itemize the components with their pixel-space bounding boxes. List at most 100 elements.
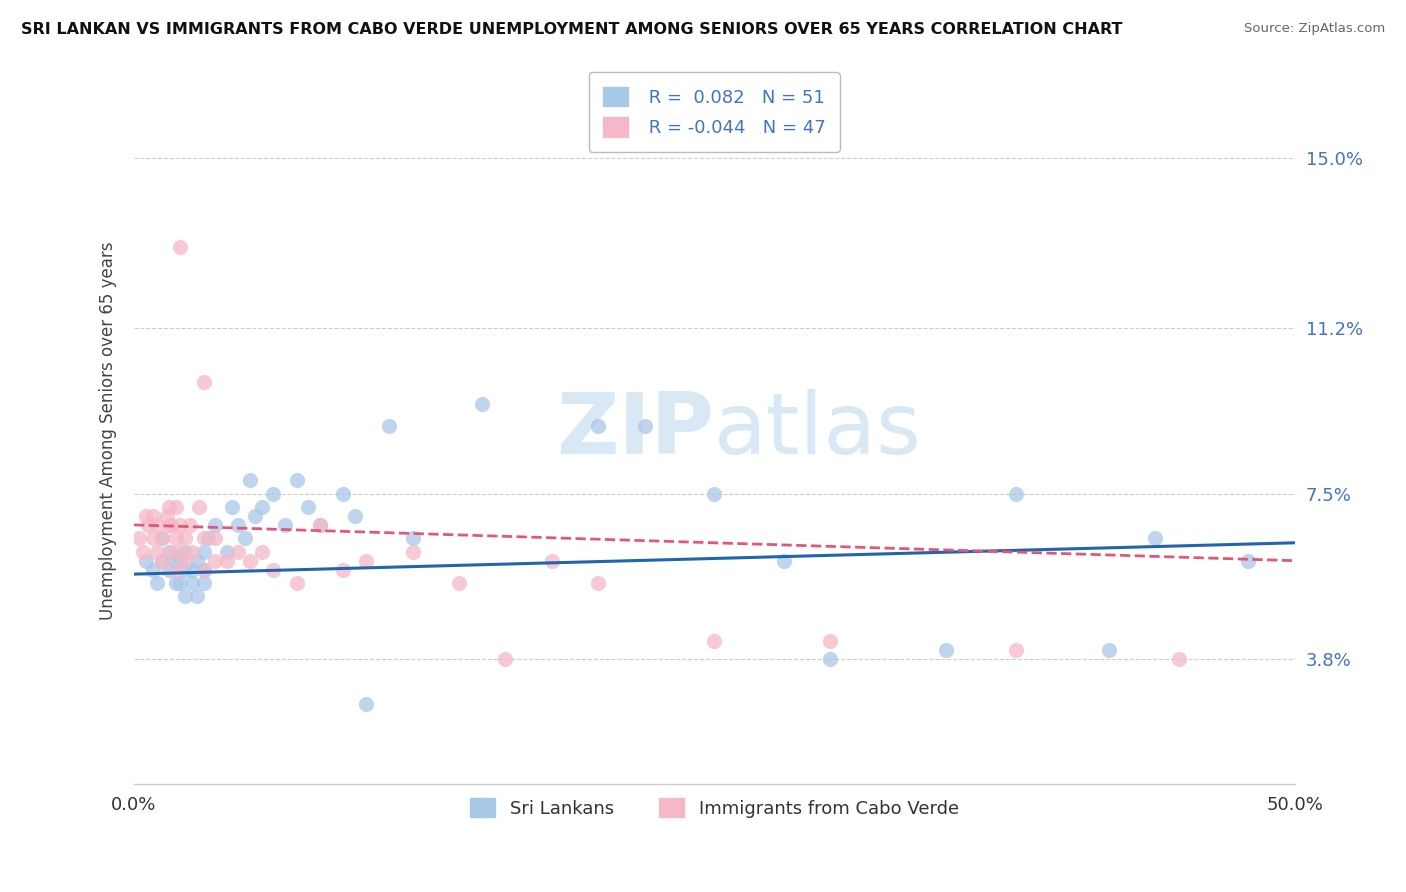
Point [540, 554, 562, 568]
Point [135, 508, 157, 523]
Point [132, 545, 155, 559]
Point [332, 486, 354, 500]
Point [274, 517, 297, 532]
Point [142, 532, 165, 546]
Point [1005, 486, 1028, 500]
Point [308, 517, 330, 532]
Point [181, 576, 204, 591]
Point [588, 419, 610, 434]
Point [169, 545, 191, 559]
Point [169, 576, 191, 591]
Point [820, 652, 842, 666]
Point [773, 554, 796, 568]
Text: ZIP: ZIP [557, 390, 714, 473]
Point [150, 532, 173, 546]
Point [297, 500, 319, 514]
Point [215, 545, 238, 559]
Point [174, 545, 197, 559]
Point [221, 500, 243, 514]
Point [703, 634, 725, 648]
Point [243, 508, 266, 523]
Point [155, 508, 177, 523]
Point [239, 473, 262, 487]
Point [447, 576, 470, 591]
Point [471, 397, 494, 411]
Point [239, 554, 262, 568]
Point [146, 545, 169, 559]
Point [165, 500, 187, 514]
Point [150, 554, 173, 568]
Point [250, 500, 273, 514]
Point [160, 517, 183, 532]
Point [193, 563, 215, 577]
Point [494, 652, 516, 666]
Point [343, 508, 366, 523]
Point [142, 508, 165, 523]
Y-axis label: Unemployment Among Seniors over 65 years: Unemployment Among Seniors over 65 years [100, 242, 117, 620]
Point [146, 517, 169, 532]
Point [935, 643, 957, 657]
Point [378, 419, 401, 434]
Point [186, 590, 208, 604]
Point [157, 563, 180, 577]
Point [150, 532, 173, 546]
Point [181, 563, 204, 577]
Point [1005, 643, 1028, 657]
Point [193, 563, 215, 577]
Point [181, 545, 204, 559]
Point [150, 554, 173, 568]
Point [146, 576, 169, 591]
Point [1144, 532, 1167, 546]
Point [128, 532, 150, 546]
Point [354, 697, 377, 711]
Point [204, 517, 226, 532]
Point [142, 563, 165, 577]
Point [1237, 554, 1260, 568]
Text: Source: ZipAtlas.com: Source: ZipAtlas.com [1244, 22, 1385, 36]
Point [204, 554, 226, 568]
Point [174, 563, 197, 577]
Point [179, 517, 201, 532]
Point [186, 554, 208, 568]
Point [250, 545, 273, 559]
Point [174, 590, 197, 604]
Point [165, 554, 187, 568]
Point [157, 545, 180, 559]
Point [188, 500, 211, 514]
Point [204, 532, 226, 546]
Point [262, 563, 284, 577]
Point [174, 532, 197, 546]
Point [157, 517, 180, 532]
Point [215, 554, 238, 568]
Point [197, 532, 219, 546]
Point [228, 517, 250, 532]
Point [401, 532, 423, 546]
Point [157, 500, 180, 514]
Point [174, 554, 197, 568]
Point [193, 532, 215, 546]
Point [193, 545, 215, 559]
Point [285, 576, 308, 591]
Point [160, 545, 183, 559]
Point [228, 545, 250, 559]
Point [169, 517, 191, 532]
Point [308, 517, 330, 532]
Point [1167, 652, 1189, 666]
Point [193, 576, 215, 591]
Point [820, 634, 842, 648]
Point [136, 517, 159, 532]
Point [332, 563, 354, 577]
Point [262, 486, 284, 500]
Point [235, 532, 257, 546]
Point [354, 554, 377, 568]
Point [401, 545, 423, 559]
Point [169, 554, 191, 568]
Point [703, 486, 725, 500]
Point [193, 375, 215, 389]
Text: atlas: atlas [714, 390, 922, 473]
Point [285, 473, 308, 487]
Point [169, 240, 191, 254]
Point [1098, 643, 1121, 657]
Text: SRI LANKAN VS IMMIGRANTS FROM CABO VERDE UNEMPLOYMENT AMONG SENIORS OVER 65 YEAR: SRI LANKAN VS IMMIGRANTS FROM CABO VERDE… [21, 22, 1122, 37]
Point [634, 419, 657, 434]
